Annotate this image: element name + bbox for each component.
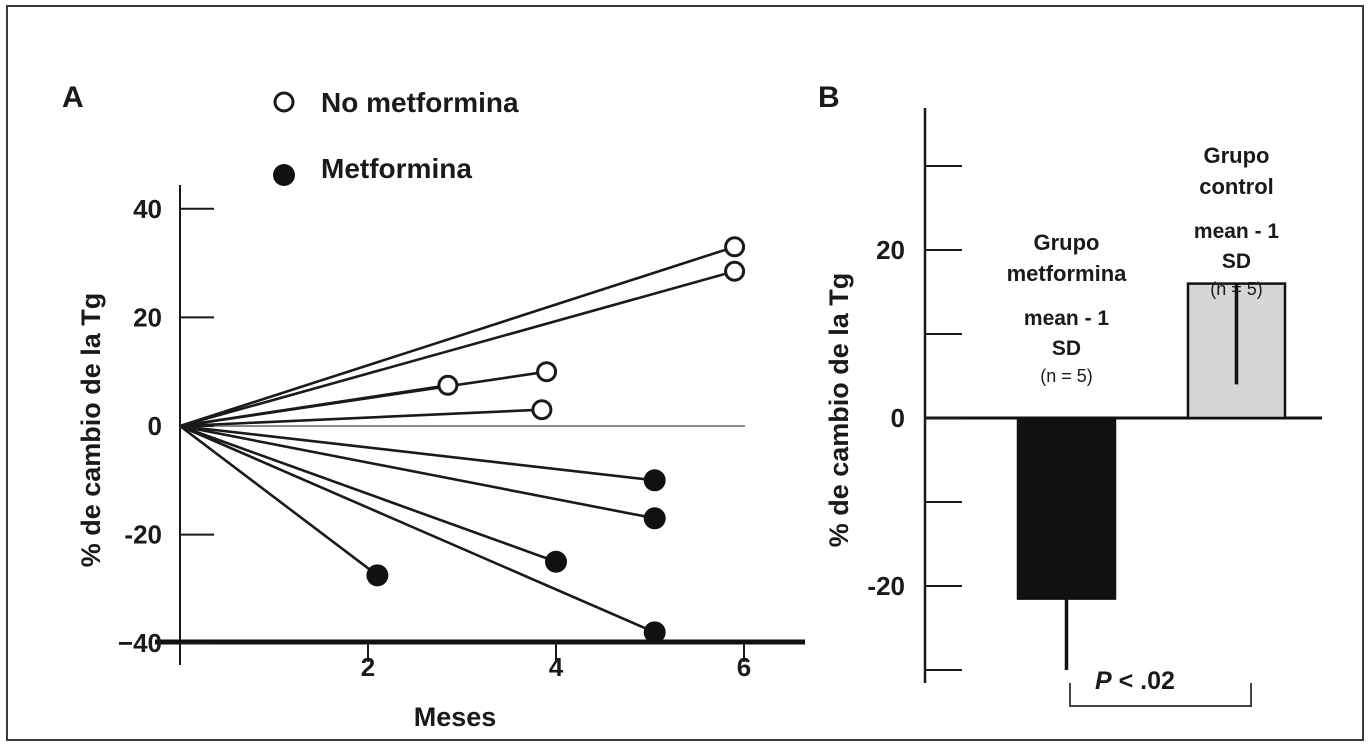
bar-2-sub-line-2: SD — [1222, 250, 1251, 273]
filled-point-9 — [643, 621, 666, 644]
legend-label-no-metformina: No metformina — [321, 87, 519, 118]
bar-2-name-line-2: control — [1199, 174, 1274, 199]
filled-point-6 — [643, 469, 666, 492]
panel-a-xtick-label: 4 — [549, 652, 564, 682]
filled-point-7 — [643, 507, 666, 530]
bar-2-name-line-1: Grupo — [1204, 143, 1270, 168]
series-line-8 — [179, 424, 557, 563]
series-line-5 — [179, 408, 542, 428]
bar-1-name-line-1: Grupo — [1034, 230, 1100, 255]
legend-label-metformina: Metformina — [321, 153, 472, 184]
panel-a-ylabel: % de cambio de la Tg — [76, 293, 106, 568]
open-point-2 — [724, 260, 746, 282]
panel-b-ytick-label: -20 — [867, 571, 905, 601]
panel-b-ylabel: % de cambio de la Tg — [824, 273, 854, 548]
open-point-1 — [724, 236, 746, 258]
figure-frame — [6, 5, 1364, 741]
panel-b-ytick-label: 20 — [876, 235, 905, 265]
p-symbol: P — [1095, 667, 1112, 695]
series-line-7 — [179, 424, 655, 520]
panel-a-xtick-label: 6 — [737, 652, 751, 682]
panel-a-ytick-label: −40 — [118, 628, 162, 658]
bar-1-n-label: (n = 5) — [1040, 366, 1093, 386]
bar-2-n-label: (n = 5) — [1210, 279, 1263, 299]
panel-a-ytick-label: 0 — [148, 411, 162, 441]
open-point-4 — [437, 374, 459, 396]
series-line-9 — [179, 424, 656, 634]
bar-1-sub-line-1: mean - 1 — [1024, 307, 1110, 330]
p-text: < .02 — [1112, 667, 1175, 695]
legend-filled-marker — [273, 164, 295, 186]
open-point-5 — [531, 399, 553, 421]
series-line-2 — [179, 269, 735, 428]
panel-b-label: B — [818, 81, 840, 114]
series-line-4 — [179, 383, 449, 428]
panel-a-ytick-label: 20 — [133, 302, 162, 332]
bar-2-sub-line-1: mean - 1 — [1194, 220, 1280, 243]
bar-1-name-line-2: metformina — [1007, 261, 1128, 286]
panel-a: 40 20 0 -20 −40 2 4 6 — [118, 185, 805, 682]
series-line-10 — [179, 424, 379, 577]
series-line-6 — [179, 424, 655, 482]
panel-a-xlabel: Meses — [414, 702, 497, 732]
panel-a-ytick-label: -20 — [124, 520, 162, 550]
panel-a-label: A — [62, 81, 84, 114]
legend-open-marker — [273, 91, 295, 113]
bar-1-sub-line-2: SD — [1052, 337, 1081, 360]
panel-a-ytick-label: 40 — [133, 194, 162, 224]
open-point-3 — [536, 361, 558, 383]
panel-a-xtick-label: 2 — [361, 652, 375, 682]
series-line-1 — [179, 245, 735, 428]
panel-b: 20 0 -20 Grupo metformina mean - 1 SD (n = 5) Gr… — [867, 108, 1322, 707]
filled-point-8 — [545, 550, 567, 573]
bar-1 — [1016, 416, 1117, 600]
filled-point-10 — [366, 564, 389, 587]
p-bracket — [1069, 683, 1252, 707]
p-value-annotation: P < .02 — [1095, 667, 1175, 695]
panel-b-ytick-label: 0 — [891, 403, 905, 433]
